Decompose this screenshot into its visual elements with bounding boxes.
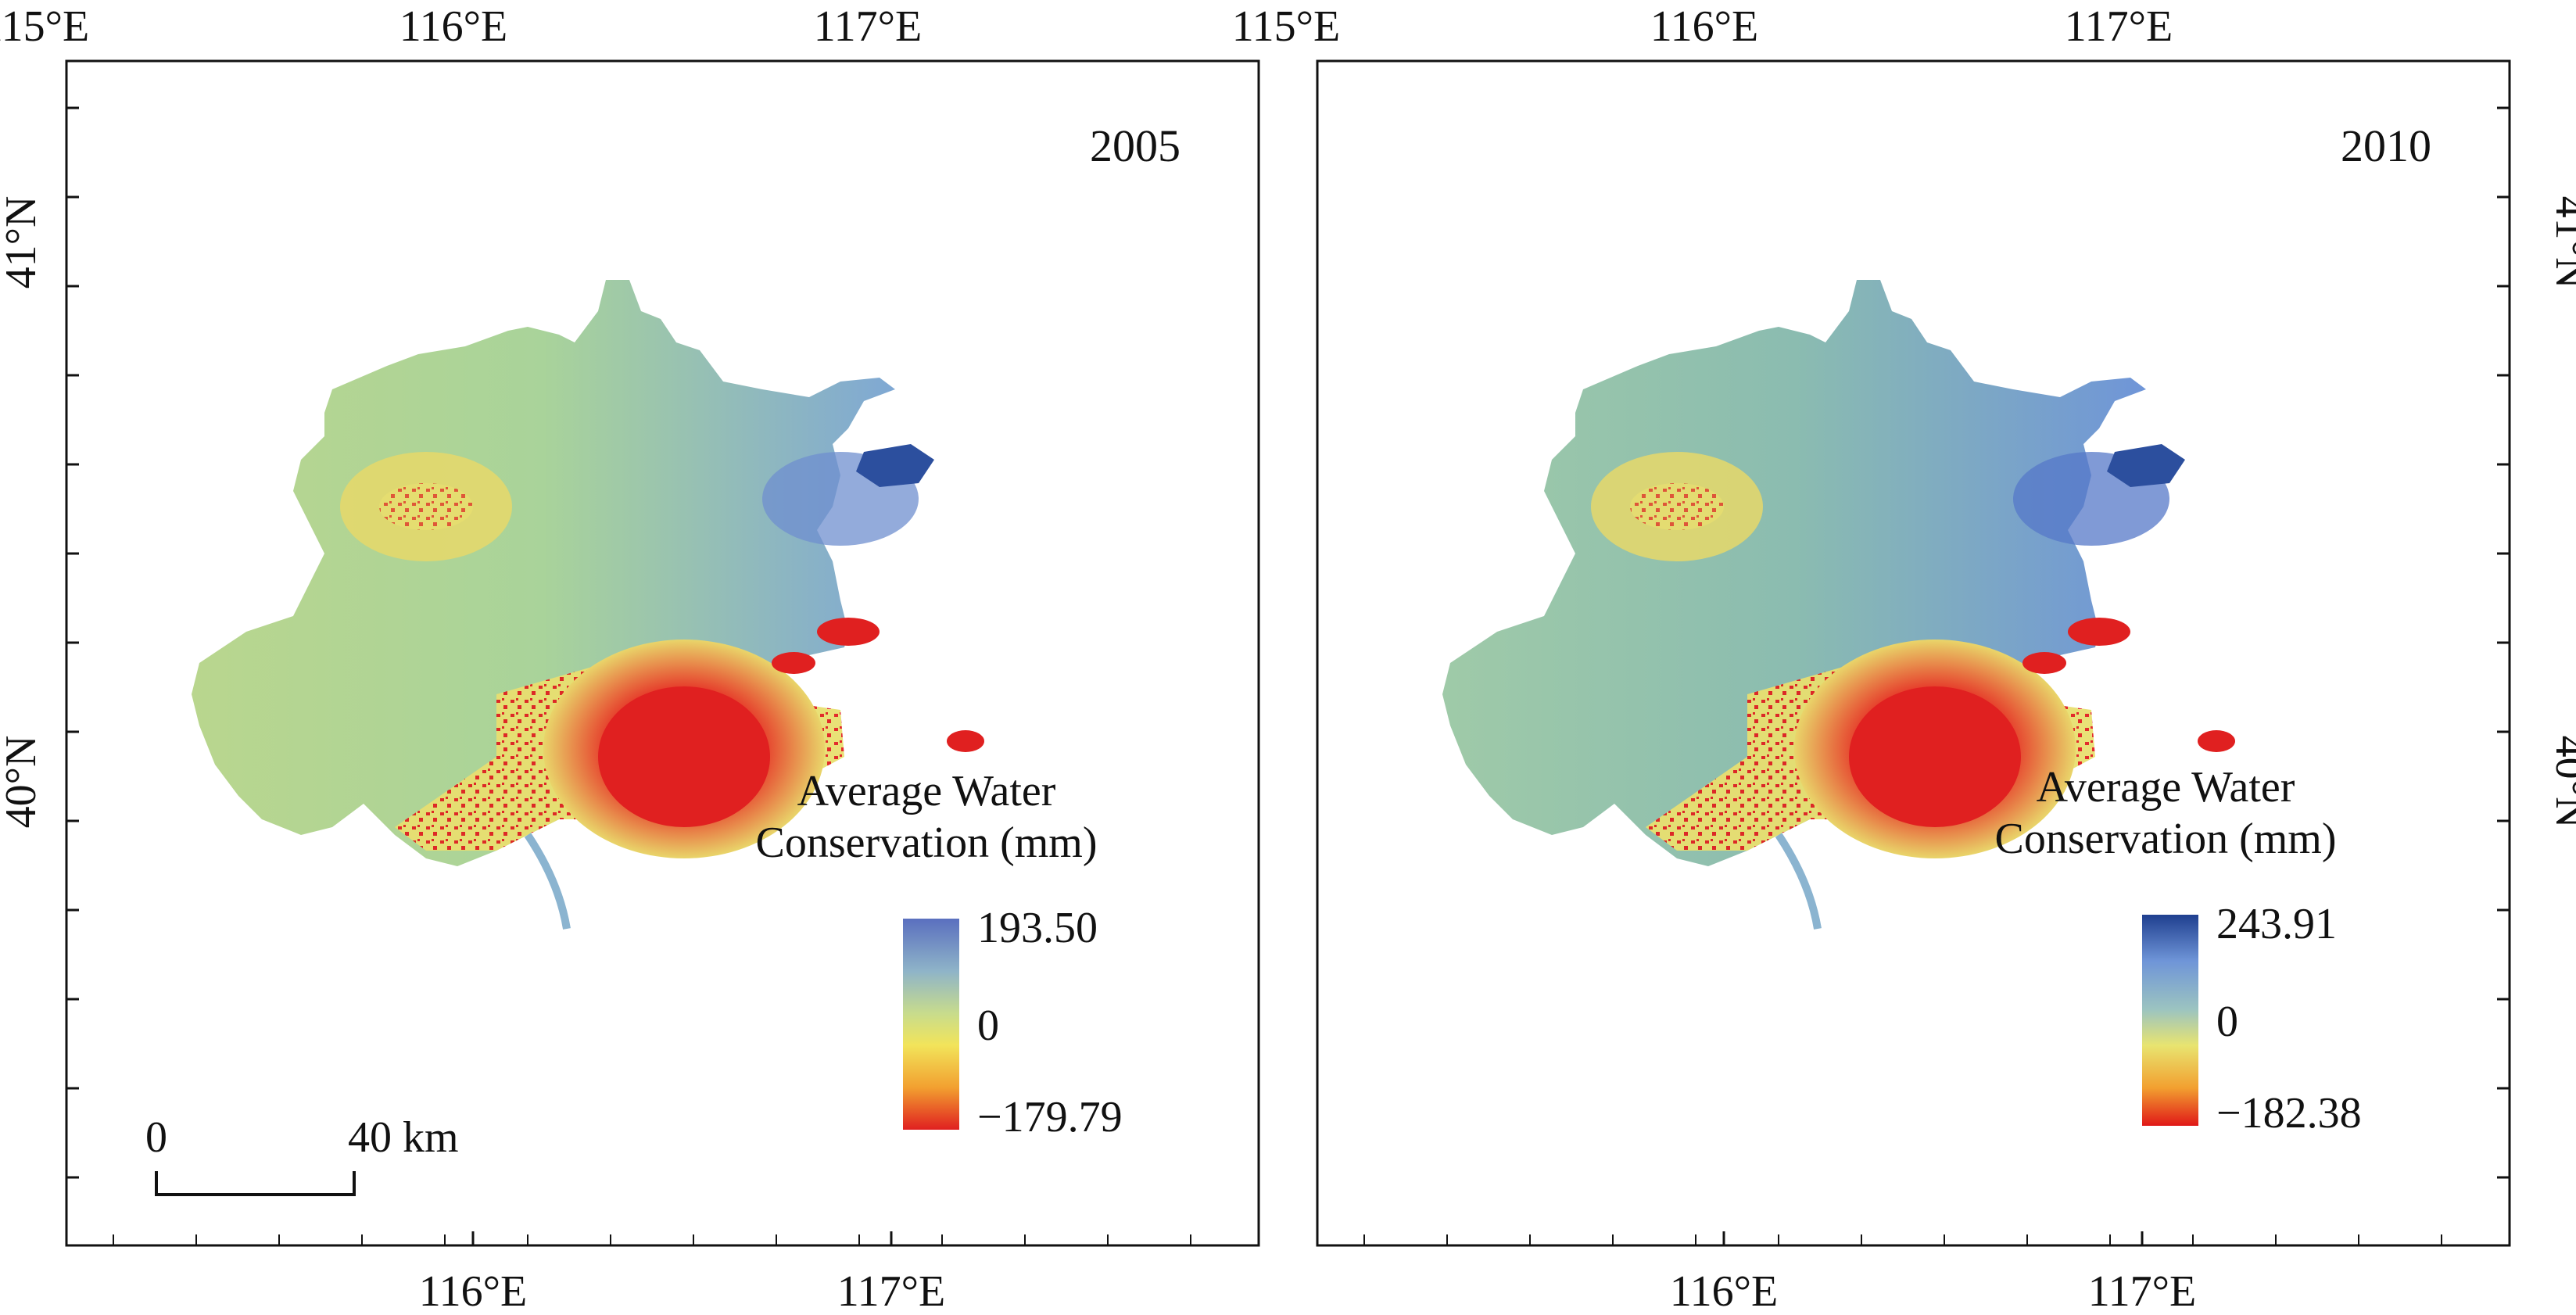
river (524, 833, 571, 930)
town-cluster (947, 730, 984, 752)
miyun-reservoir (2107, 444, 2185, 487)
beijing-map (1442, 280, 2235, 930)
scalebar-line (155, 1171, 356, 1196)
town-cluster (2068, 618, 2130, 646)
side-tick-label: 40°N (2546, 736, 2576, 829)
map-frame (1316, 59, 2511, 1247)
legend-title-line2: Conservation (mm) (1994, 815, 2336, 863)
miyun-reservoir (856, 444, 934, 487)
bottom-tick-label: 116°E (419, 1267, 528, 1311)
bottom-tick-label: 116°E (1670, 1267, 1779, 1311)
legend-mid-label: 0 (2216, 998, 2238, 1046)
northwest-urban-speckle (1630, 483, 1724, 530)
town-cluster (772, 652, 815, 674)
urban-center (1849, 686, 2021, 827)
top-tick-label: 116°E (1650, 2, 1759, 51)
legend-title-line1: Average Water (2037, 763, 2295, 812)
map-panel-2005: 2005 115°E 116°E 117°E 116°E 117°E 41°N 40°N Ave… (0, 2, 1260, 1315)
legend-min-label: −182.38 (2216, 1089, 2362, 1138)
map-panel-2010: 2010 115°E 116°E 117°E 116°E 117°E 41°N 40°N Ave… (1232, 2, 2576, 1315)
northwest-urban-speckle (379, 483, 473, 530)
top-tick-label: 115°E (1232, 2, 1341, 51)
legend-color-bar (2142, 915, 2198, 1126)
bottom-tick-label: 117°E (837, 1267, 946, 1311)
legend-min-label: −179.79 (977, 1093, 1123, 1141)
year-label: 2005 (1090, 120, 1181, 171)
side-tick-label: 41°N (0, 196, 45, 289)
top-tick-label: 116°E (399, 2, 508, 51)
map-frame (65, 59, 1260, 1247)
river (1775, 833, 1822, 930)
scalebar-start-label: 0 (145, 1113, 167, 1162)
legend-color-bar (903, 919, 959, 1130)
legend-title-line2: Conservation (mm) (755, 819, 1097, 867)
town-cluster (2198, 730, 2235, 752)
beijing-map (192, 280, 984, 930)
legend-max-label: 193.50 (977, 904, 1098, 952)
town-cluster (2022, 652, 2066, 674)
year-label: 2010 (2341, 120, 2431, 171)
top-tick-label: 117°E (814, 2, 923, 51)
top-tick-label: 117°E (2065, 2, 2173, 51)
town-cluster (817, 618, 880, 646)
legend-title-line1: Average Water (797, 767, 1056, 815)
side-tick-label: 40°N (0, 736, 45, 829)
urban-center (598, 686, 770, 827)
side-tick-label: 41°N (2546, 196, 2576, 289)
top-tick-label: 115°E (0, 2, 89, 51)
legend-max-label: 243.91 (2216, 900, 2337, 948)
legend-mid-label: 0 (977, 1001, 999, 1050)
scalebar-end-label: 40 km (348, 1113, 459, 1162)
bottom-tick-label: 117°E (2088, 1267, 2197, 1311)
